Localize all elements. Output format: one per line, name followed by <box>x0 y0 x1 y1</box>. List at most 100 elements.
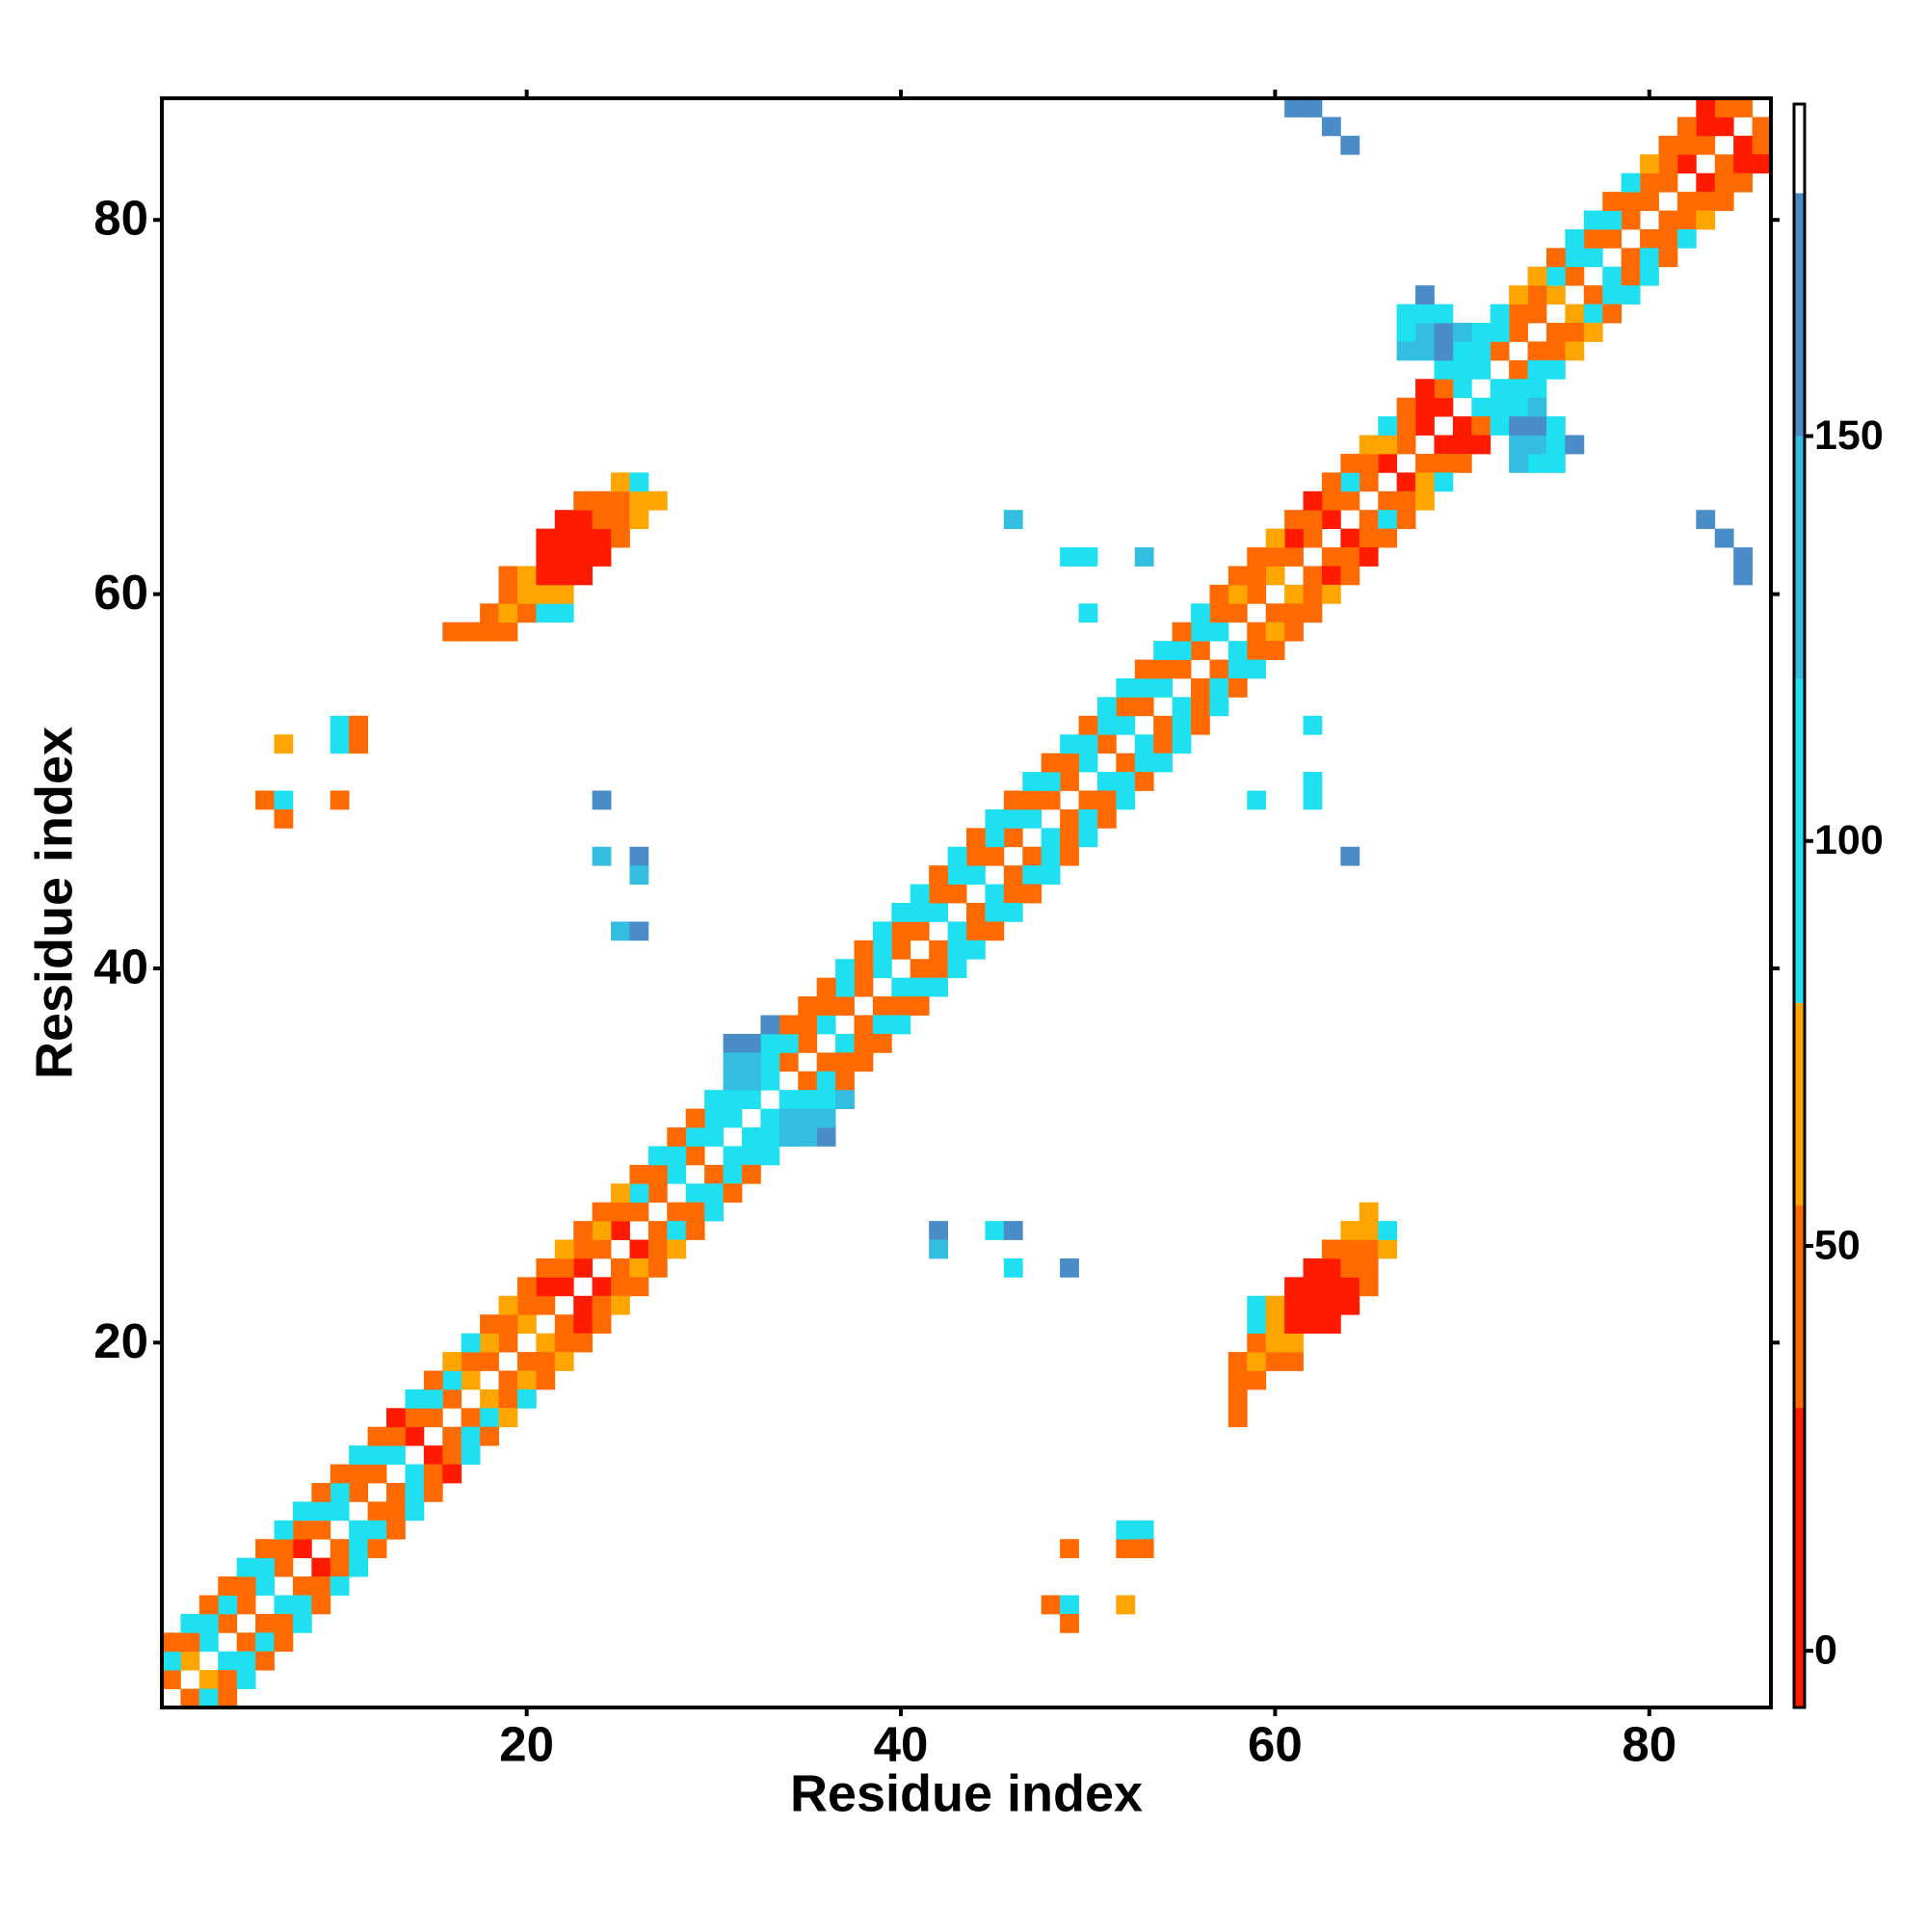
heatmap-cell <box>1265 566 1285 586</box>
heatmap-cell <box>1509 323 1528 342</box>
heatmap-cell <box>536 547 556 567</box>
heatmap-cell <box>1490 416 1510 436</box>
heatmap-cell <box>1153 677 1174 698</box>
heatmap-cell <box>741 1127 761 1147</box>
heatmap-cell <box>1545 248 1566 268</box>
heatmap-cell <box>1060 828 1079 848</box>
heatmap-cell <box>349 1464 369 1484</box>
heatmap-cell <box>1022 808 1043 829</box>
heatmap-cell <box>498 584 518 604</box>
heatmap-cell <box>592 547 612 567</box>
heatmap-cell <box>1134 697 1154 717</box>
heatmap-cell <box>498 603 518 623</box>
heatmap-cell <box>1321 1257 1341 1278</box>
heatmap-cell <box>1340 1239 1360 1259</box>
y-tick-label: 60 <box>93 565 148 620</box>
heatmap-cell <box>536 1352 556 1371</box>
heatmap-cell <box>1321 1295 1341 1315</box>
heatmap-cell <box>1545 416 1566 436</box>
heatmap-cell <box>872 996 892 1016</box>
heatmap-cell <box>218 1613 238 1633</box>
heatmap-cell <box>1396 435 1416 455</box>
heatmap-cell <box>1696 98 1716 118</box>
heatmap-cell <box>1509 359 1528 380</box>
heatmap-cell <box>1284 1277 1304 1297</box>
heatmap-cell <box>516 1295 537 1315</box>
heatmap-cell <box>891 940 911 960</box>
heatmap-cell <box>929 884 948 904</box>
heatmap-cell <box>816 1071 836 1091</box>
heatmap-cell <box>1060 808 1079 829</box>
heatmap-cell <box>162 1651 181 1671</box>
heatmap-cell <box>835 1071 855 1091</box>
heatmap-cell <box>1247 790 1267 810</box>
heatmap-cell <box>1303 715 1323 735</box>
heatmap-cell <box>1096 715 1117 735</box>
heatmap-cell <box>1247 659 1267 679</box>
heatmap-cell <box>573 528 594 548</box>
heatmap-cell <box>1340 566 1360 586</box>
heatmap-cell <box>1227 1408 1248 1428</box>
heatmap-cell <box>947 959 967 979</box>
heatmap-cell <box>1340 453 1360 473</box>
heatmap-cell <box>1565 266 1585 286</box>
heatmap-cell <box>1565 248 1585 268</box>
heatmap-cell <box>1022 772 1043 791</box>
heatmap-cell <box>1340 547 1360 567</box>
heatmap-cell <box>1191 677 1210 698</box>
heatmap-cell <box>1321 566 1341 586</box>
heatmap-cell <box>647 1221 668 1240</box>
heatmap-cell <box>1227 641 1248 660</box>
heatmap-cell <box>611 1183 630 1204</box>
heatmap-cell <box>423 1370 443 1390</box>
heatmap-cell <box>1434 359 1454 380</box>
heatmap-cell <box>461 1352 481 1371</box>
heatmap-cell <box>647 1257 668 1278</box>
heatmap-cell <box>554 1352 574 1371</box>
heatmap-cell <box>1116 1595 1136 1615</box>
heatmap-cell <box>405 1464 425 1484</box>
heatmap-cell <box>1134 1539 1154 1559</box>
heatmap-cell <box>1153 734 1174 754</box>
heatmap-cell <box>554 510 574 530</box>
heatmap-cell <box>1078 790 1098 810</box>
heatmap-cell <box>274 1595 294 1615</box>
heatmap-cell <box>1340 528 1360 548</box>
heatmap-cell <box>1359 1221 1379 1240</box>
colorbar-segment <box>1794 436 1805 679</box>
heatmap-cell <box>1265 547 1285 567</box>
heatmap-cell <box>704 1127 724 1147</box>
heatmap-cell <box>1003 884 1023 904</box>
heatmap-cell <box>798 1033 818 1053</box>
heatmap-cell <box>723 1146 743 1166</box>
heatmap-cell <box>162 1632 181 1653</box>
x-tick-label: 20 <box>499 1716 554 1771</box>
heatmap-cell <box>760 1071 780 1091</box>
heatmap-cell <box>985 846 1005 866</box>
heatmap-cell <box>349 715 369 735</box>
heatmap-cell <box>929 1239 948 1259</box>
heatmap-cell <box>1116 697 1136 717</box>
heatmap-cell <box>1696 192 1716 211</box>
heatmap-cell <box>1733 566 1753 586</box>
heatmap-cell <box>498 622 518 642</box>
heatmap-cell <box>1153 753 1174 773</box>
heatmap-cell <box>947 940 967 960</box>
heatmap-cell <box>1041 790 1061 810</box>
heatmap-cell <box>1060 846 1079 866</box>
heatmap-cell <box>816 1127 836 1147</box>
heatmap-cell <box>367 1426 387 1446</box>
heatmap-cell <box>1209 584 1229 604</box>
heatmap-cell <box>1415 304 1435 324</box>
heatmap-cell <box>573 1295 594 1315</box>
x-axis-title: Residue index <box>790 1764 1143 1822</box>
heatmap-cell <box>685 1127 705 1147</box>
heatmap-cell <box>498 1295 518 1315</box>
heatmap-cell <box>330 1482 350 1502</box>
heatmap-cell <box>218 1688 238 1708</box>
heatmap-cell <box>236 1632 256 1653</box>
heatmap-cell <box>1303 603 1323 623</box>
heatmap-cell <box>1434 323 1454 342</box>
heatmap-cell <box>516 1352 537 1371</box>
heatmap-cell <box>1303 790 1323 810</box>
